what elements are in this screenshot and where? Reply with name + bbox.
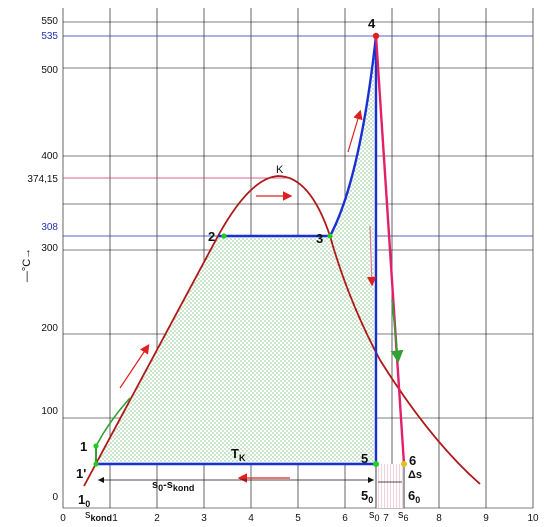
real-expansion-line	[374, 35, 406, 465]
label-s6: s6	[398, 509, 409, 523]
x-tick-1: 1	[112, 513, 118, 524]
y-tick-300: 300	[41, 243, 58, 254]
label-tk: TK	[231, 446, 246, 463]
x-tick-4: 4	[248, 513, 254, 524]
cycle-lines	[96, 35, 378, 466]
label-point-5-0: 50	[361, 488, 373, 505]
x-tick-8: 8	[436, 513, 442, 524]
y-tick-0: 0	[52, 492, 58, 503]
x-tick-5: 5	[295, 513, 301, 524]
x-tick-10: 10	[527, 513, 539, 524]
y-tick-400: 400	[41, 151, 58, 162]
arrow-expansion-down	[366, 225, 377, 287]
point-1prime-marker	[93, 461, 99, 467]
label-s0: s0	[369, 509, 380, 523]
y-tick-374: 374,15	[27, 174, 58, 185]
x-tick-6: 6	[342, 513, 348, 524]
label-point-6: 6	[409, 453, 416, 468]
x-tick-7: 7	[383, 513, 389, 524]
label-point-3: 3	[316, 231, 323, 246]
arrow-green-down	[390, 299, 404, 364]
point-5-marker	[373, 461, 379, 467]
label-point-1: 1	[80, 439, 87, 454]
saturation-curve	[83, 175, 481, 487]
label-s-kond: skond	[85, 509, 112, 523]
label-point-5: 5	[361, 451, 368, 466]
point-3-marker	[327, 233, 333, 239]
cycle-area	[96, 36, 376, 464]
arrow-heating-left	[119, 344, 150, 389]
y-axis-unit: —°C→	[21, 248, 33, 282]
x-tick-0: 0	[60, 513, 66, 524]
label-point-1prime: 1'	[76, 466, 86, 481]
label-critical-point: K	[276, 164, 284, 176]
dim-s0-skond-head-left	[98, 477, 104, 483]
label-point-4: 4	[368, 16, 376, 31]
point-6-marker	[401, 461, 407, 467]
y-tick-500: 500	[41, 65, 58, 76]
x-tick-3: 3	[201, 513, 207, 524]
label-point-6-0: 60	[408, 488, 420, 505]
x-tick-9: 9	[483, 513, 489, 524]
y-tick-308: 308	[41, 222, 58, 233]
label-delta-s: Δs	[408, 469, 422, 481]
delta-s-area	[376, 464, 404, 508]
point-4-marker	[372, 32, 380, 40]
dim-s0-skond-head-right	[368, 477, 374, 483]
label-point-1-0: 10	[78, 492, 90, 509]
y-tick-100: 100	[41, 406, 58, 417]
label-point-2: 2	[208, 229, 215, 244]
green-rise	[95, 397, 131, 447]
point-2-marker	[221, 233, 227, 239]
y-tick-535: 535	[41, 31, 58, 42]
arrow-superheat	[347, 109, 363, 153]
y-tick-200: 200	[41, 323, 58, 334]
x-tick-2: 2	[154, 513, 160, 524]
label-s0-minus-skond: s0-skond	[152, 479, 194, 493]
point-1-marker	[93, 443, 99, 449]
y-tick-550: 550	[41, 16, 58, 27]
